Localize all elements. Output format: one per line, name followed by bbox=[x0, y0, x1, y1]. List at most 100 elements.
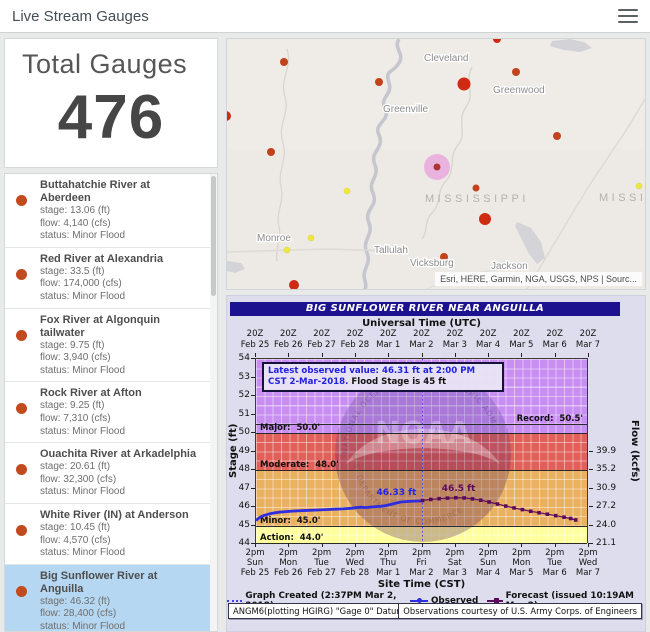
hamburger-menu-icon[interactable] bbox=[618, 8, 638, 24]
forecast-line bbox=[422, 497, 576, 521]
city-label: Cleveland bbox=[424, 53, 468, 64]
flood-zone-moderate bbox=[256, 433, 587, 470]
gauge-list-item[interactable]: Rock River at Afton stage: 9.25 (ft) flow:… bbox=[5, 381, 217, 442]
cst-tick-date: Feb 27 bbox=[307, 568, 336, 578]
tick-mark bbox=[454, 543, 456, 547]
tick-dash bbox=[589, 524, 593, 526]
cst-tick-date: Mar 2 bbox=[409, 568, 434, 578]
utc-tick-date: Mar 1 bbox=[376, 340, 401, 350]
cst-tick: 2pm bbox=[245, 548, 265, 558]
map-panel[interactable]: Cleveland Greenville Greenwood Monroe Ta… bbox=[226, 38, 646, 290]
flow-tick: 39.9 bbox=[596, 445, 617, 456]
utc-tick-date: Mar 5 bbox=[509, 340, 534, 350]
utc-tick-date: Mar 2 bbox=[409, 340, 434, 350]
utc-tick-date: Mar 3 bbox=[442, 340, 467, 350]
utc-tick-date: Feb 26 bbox=[274, 340, 303, 350]
flood-line bbox=[256, 423, 587, 425]
tick-mark bbox=[321, 353, 323, 357]
stage-tick: 45 bbox=[238, 519, 250, 530]
tick-dash bbox=[251, 358, 255, 359]
cst-tick-day: Tue bbox=[314, 558, 329, 568]
tick-mark bbox=[288, 353, 290, 357]
total-gauges-card: Total Gauges 476 bbox=[4, 38, 218, 168]
cst-tick-date: Feb 25 bbox=[240, 568, 270, 578]
tick-dash bbox=[589, 487, 593, 489]
stage-tick: 46 bbox=[238, 501, 250, 511]
cst-tick-date: Mar 3 bbox=[442, 568, 467, 578]
gauge-stage: stage: 20.61 (ft) bbox=[40, 461, 111, 473]
tick-dash bbox=[589, 543, 593, 544]
cst-tick-date: Feb 28 bbox=[340, 568, 370, 578]
list-scrollbar[interactable] bbox=[210, 174, 217, 631]
cst-tick-date: Mar 1 bbox=[376, 568, 401, 578]
flood-line-label: Moderate: 48.0' bbox=[260, 460, 339, 470]
gauge-stage: stage: 46.32 (ft) bbox=[40, 595, 111, 607]
stage-tick: 47 bbox=[238, 482, 250, 493]
utc-tick-date: Feb 28 bbox=[340, 340, 370, 350]
ouachita-stream bbox=[275, 48, 290, 262]
cst-tick-date: Mar 5 bbox=[509, 568, 534, 578]
tick-mark bbox=[588, 353, 589, 357]
scrollbar-thumb[interactable] bbox=[211, 176, 216, 296]
flood-zone-minor bbox=[256, 470, 587, 526]
tick-mark bbox=[354, 543, 356, 547]
gauge-flow: flow: 32,300 (cfs) bbox=[40, 473, 117, 485]
flood-zone-action bbox=[256, 525, 587, 544]
status-dot bbox=[16, 464, 27, 476]
gauge-dots[interactable] bbox=[227, 39, 643, 289]
state-label-right: MISSISS bbox=[599, 192, 645, 204]
tick-dash bbox=[251, 524, 255, 526]
gauge-list-item[interactable]: Ouachita River at Arkadelphia stage: 20.6… bbox=[5, 442, 217, 503]
tick-mark bbox=[255, 543, 256, 547]
utc-tick-date: Mar 6 bbox=[542, 340, 567, 350]
stage-tick: 44 bbox=[238, 538, 250, 548]
gauge-list-item[interactable]: Fox River at Algonquin tailwater stage: 9… bbox=[5, 307, 217, 382]
flow-tick: 24.0 bbox=[596, 519, 617, 530]
city-label: Greenville bbox=[383, 104, 428, 115]
tick-dash bbox=[251, 413, 255, 415]
gauge-list-item[interactable]: White River (IN) at Anderson stage: 10.45… bbox=[5, 502, 217, 564]
utc-tick-date: Mar 7 bbox=[575, 340, 601, 350]
tick-dash bbox=[589, 450, 593, 452]
gauge-stage: stage: 33.5 (ft) bbox=[40, 265, 105, 277]
tick-mark bbox=[321, 543, 323, 547]
yazoo-river bbox=[421, 66, 473, 240]
gauge-stage: stage: 13.06 (ft) bbox=[40, 205, 111, 216]
city-label: Greenwood bbox=[493, 85, 545, 96]
tick-dash bbox=[251, 432, 255, 433]
cst-tick: 2pm bbox=[378, 548, 398, 558]
utc-tick: 20Z bbox=[346, 329, 364, 339]
gauge-flow: flow: 3,940 (cfs) bbox=[40, 352, 111, 364]
gauge-stage: stage: 9.75 (ft) bbox=[40, 339, 105, 351]
observed-line-icon bbox=[409, 598, 428, 603]
cst-tick-day: Wed bbox=[578, 558, 598, 568]
gauge-list-item[interactable]: Red River at Alexandria stage: 33.5 (ft) f… bbox=[5, 246, 217, 308]
flood-line-label: Minor: 45.0' bbox=[260, 515, 321, 526]
tick-mark bbox=[454, 353, 456, 357]
cst-tick-day: Sun bbox=[246, 558, 264, 568]
map-labels: Cleveland Greenville Greenwood Monroe Ta… bbox=[256, 52, 546, 274]
forecast-peak-label: 46.5 ft bbox=[441, 483, 476, 494]
gauge-flow: flow: 7,310 (cfs) bbox=[40, 412, 111, 424]
cst-tick-date: Mar 4 bbox=[476, 568, 501, 578]
selected-gauge-dot[interactable] bbox=[433, 163, 441, 171]
tick-dash bbox=[251, 395, 255, 396]
gauge-status: status: Minor Flood bbox=[40, 290, 126, 302]
utc-axis-label: Universal Time (UTC) bbox=[362, 318, 481, 329]
tick-mark bbox=[521, 543, 523, 547]
utc-tick: 20Z bbox=[446, 329, 464, 339]
gauge-list-item[interactable]: Big Sunflower River at Anguilla stage: 46… bbox=[5, 563, 217, 631]
stage-tick: 48 bbox=[238, 464, 250, 474]
utc-tick: 20Z bbox=[579, 329, 597, 339]
flow-tick: 35.2 bbox=[596, 464, 617, 474]
status-dot bbox=[16, 195, 27, 206]
flow-tick: 21.1 bbox=[596, 538, 617, 548]
cst-tick-day: Wed bbox=[345, 558, 365, 568]
tick-mark bbox=[255, 353, 256, 357]
cst-tick-day: Sun bbox=[480, 558, 497, 568]
utc-tick: 20Z bbox=[379, 329, 397, 339]
gauge-list-item[interactable]: Buttahatchie River at Aberdeen stage: 13.… bbox=[5, 174, 217, 247]
gauge-stage: stage: 10.45 (ft) bbox=[40, 521, 111, 533]
map-attribution: Esri, HERE, Garmin, NGA, USGS, NPS | Sou… bbox=[435, 272, 642, 286]
gauge-name: Buttahatchie River at Aberdeen bbox=[40, 179, 151, 204]
